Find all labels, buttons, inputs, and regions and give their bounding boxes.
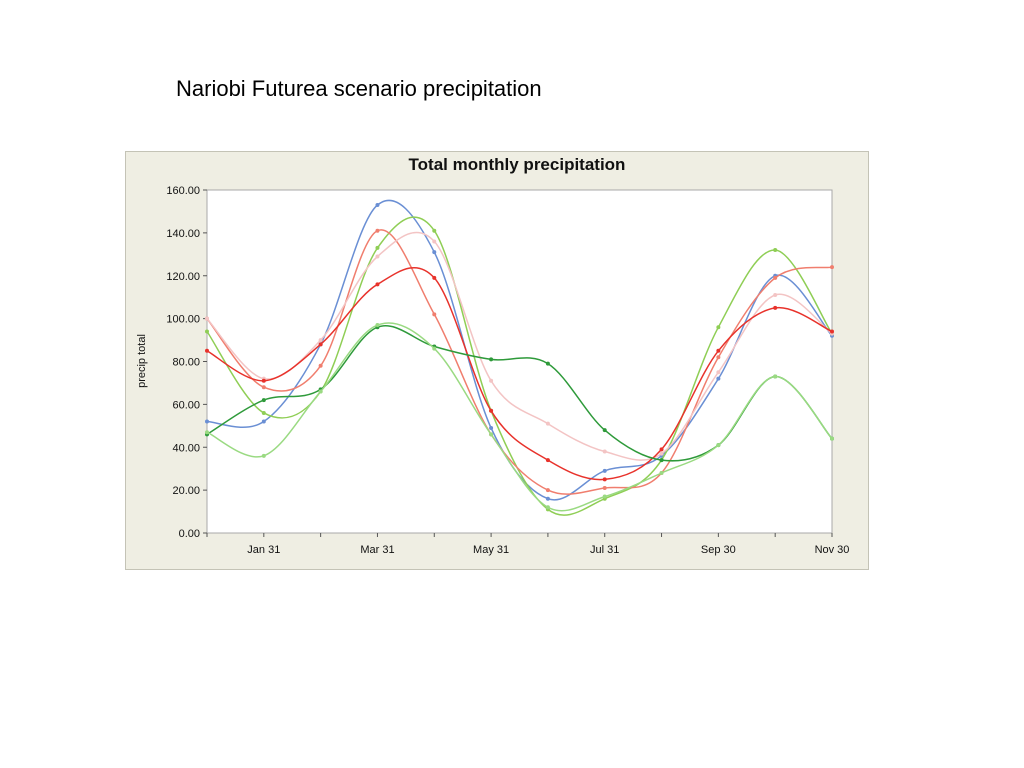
data-point: [659, 451, 664, 456]
series-line: [206, 322, 833, 512]
chart-title: Total monthly precipitation: [409, 155, 626, 174]
data-point: [602, 477, 607, 482]
data-point: [830, 329, 834, 334]
slide-title: Nariobi Futurea scenario precipitation: [176, 76, 542, 101]
data-point: [545, 505, 550, 510]
data-point: [432, 239, 437, 244]
x-tick-label: Sep 30: [701, 544, 736, 556]
data-point: [205, 329, 209, 334]
data-point: [659, 458, 664, 463]
series-layer: [205, 199, 834, 516]
x-tick-label: Jul 31: [590, 544, 619, 556]
y-axis: 0.00 20.00 40.00 60.00 80.00 100.00 120.00 140.…: [166, 185, 207, 540]
data-point: [261, 385, 266, 390]
data-point: [205, 430, 209, 435]
data-point: [375, 203, 380, 208]
series-5: [205, 266, 834, 482]
data-point: [375, 323, 380, 328]
data-point: [318, 342, 323, 347]
data-point: [318, 338, 323, 343]
data-point: [602, 428, 607, 433]
x-tick-label: May 31: [473, 544, 509, 556]
x-axis: Jan 31 Mar 31 May 31 Jul 31 Sep 30 Nov 30: [206, 533, 850, 556]
data-point: [489, 357, 494, 362]
data-point: [773, 248, 778, 253]
data-point: [545, 458, 550, 463]
data-point: [375, 254, 380, 259]
data-point: [205, 419, 209, 424]
data-point: [489, 408, 494, 413]
y-tick-label: 100.00: [166, 314, 200, 326]
line-chart: Total monthly precipitation precip total…: [136, 155, 850, 556]
data-point: [602, 494, 607, 499]
data-point: [318, 389, 323, 394]
data-point: [318, 363, 323, 368]
y-axis-label: precip total: [136, 334, 148, 388]
x-tick-label: Nov 30: [815, 544, 850, 556]
data-point: [432, 346, 437, 351]
data-point: [205, 316, 209, 321]
data-point: [261, 410, 266, 415]
y-tick-label: 20.00: [172, 485, 200, 497]
y-tick-label: 80.00: [172, 357, 200, 369]
data-point: [489, 432, 494, 437]
data-point: [261, 419, 266, 424]
data-point: [716, 370, 721, 375]
data-point: [205, 348, 209, 353]
data-point: [716, 355, 721, 360]
series-4: [205, 231, 834, 461]
data-point: [716, 376, 721, 381]
x-tick-label: Jan 31: [247, 544, 280, 556]
chart-panel: Total monthly precipitation precip total…: [125, 151, 869, 570]
data-point: [375, 245, 380, 250]
series-7: [205, 322, 834, 512]
y-tick-label: 120.00: [166, 271, 200, 283]
data-point: [602, 449, 607, 454]
data-point: [261, 378, 266, 383]
data-point: [773, 275, 778, 280]
y-tick-label: 140.00: [166, 228, 200, 240]
data-point: [716, 325, 721, 330]
data-point: [432, 312, 437, 317]
data-point: [545, 488, 550, 493]
y-tick-label: 0.00: [179, 528, 200, 540]
data-point: [432, 228, 437, 233]
data-point: [773, 293, 778, 298]
data-point: [716, 348, 721, 353]
data-point: [375, 228, 380, 233]
data-point: [830, 265, 834, 270]
y-tick-label: 60.00: [172, 399, 200, 411]
y-tick-label: 40.00: [172, 442, 200, 454]
data-point: [773, 305, 778, 310]
data-point: [602, 468, 607, 473]
data-point: [375, 282, 380, 287]
data-point: [489, 378, 494, 383]
data-point: [602, 485, 607, 490]
data-point: [773, 374, 778, 379]
data-point: [432, 250, 437, 255]
data-point: [545, 361, 550, 366]
data-point: [261, 398, 266, 403]
data-point: [716, 443, 721, 448]
data-point: [659, 447, 664, 452]
data-point: [432, 275, 437, 280]
data-point: [830, 436, 834, 441]
data-point: [545, 421, 550, 426]
data-point: [659, 470, 664, 475]
data-point: [261, 453, 266, 458]
y-tick-label: 160.00: [166, 185, 200, 197]
data-point: [489, 425, 494, 430]
data-point: [545, 496, 550, 501]
x-tick-label: Mar 31: [360, 544, 394, 556]
